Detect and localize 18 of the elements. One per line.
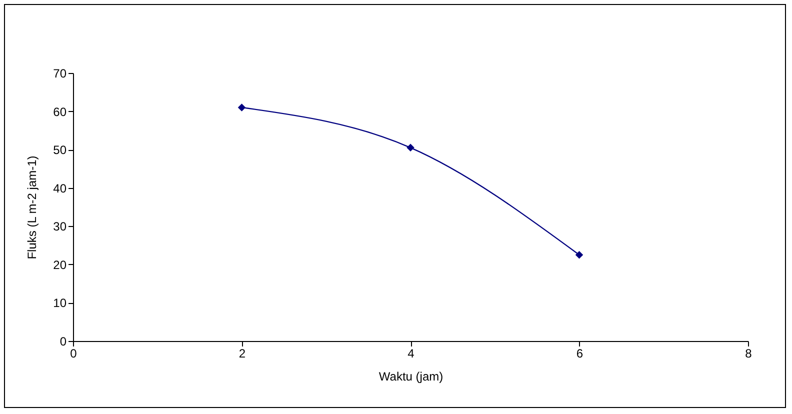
y-tick-label: 60 bbox=[53, 104, 67, 119]
point bbox=[406, 144, 414, 152]
x-tick-label: 8 bbox=[745, 346, 752, 360]
y-axis-title: Fluks (L m-2 jam-1) bbox=[25, 156, 40, 260]
y-tick-label: 30 bbox=[53, 220, 67, 234]
point bbox=[575, 250, 584, 259]
y-tick-label: 20 bbox=[53, 258, 67, 272]
x-tick-label: 0 bbox=[70, 346, 78, 360]
y-tick-label: 40 bbox=[53, 181, 67, 196]
y-tick-label: 0 bbox=[60, 334, 67, 348]
x-axis-title: Waktu (jam) bbox=[378, 370, 444, 384]
y-tick-label: 70 bbox=[53, 66, 67, 80]
point bbox=[238, 104, 246, 112]
y-tick-label: 50 bbox=[53, 143, 67, 158]
y-tick-label: 10 bbox=[53, 296, 67, 310]
x-tick-label: 4 bbox=[408, 346, 415, 360]
x-tick-label: 2 bbox=[238, 346, 246, 360]
x-tick-label: 6 bbox=[576, 346, 584, 360]
